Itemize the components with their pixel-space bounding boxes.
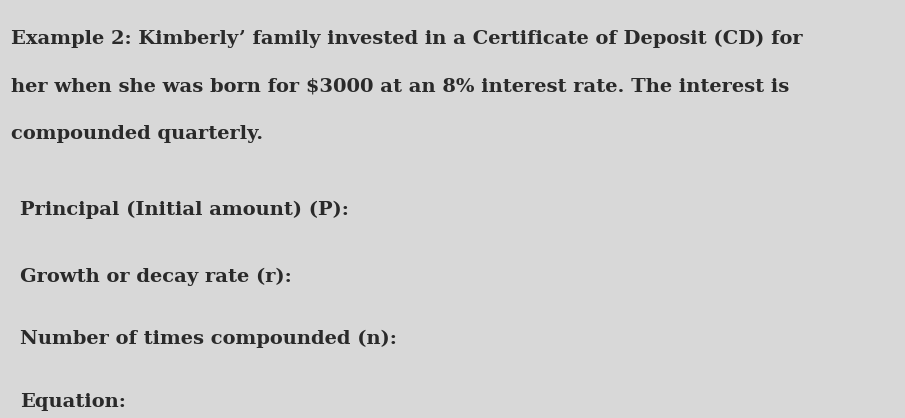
Text: Equation:: Equation:	[20, 393, 126, 411]
Text: Principal (Initial amount) (P):: Principal (Initial amount) (P):	[20, 201, 348, 219]
Text: Example 2: Kimberly’ family invested in a Certificate of Deposit (CD) for: Example 2: Kimberly’ family invested in …	[11, 29, 803, 48]
Text: compounded quarterly.: compounded quarterly.	[11, 125, 263, 143]
Text: Number of times compounded (n):: Number of times compounded (n):	[20, 330, 396, 349]
Text: Growth or decay rate (r):: Growth or decay rate (r):	[20, 268, 291, 286]
Text: her when she was born for $3000 at an 8% interest rate. The interest is: her when she was born for $3000 at an 8%…	[11, 77, 789, 95]
